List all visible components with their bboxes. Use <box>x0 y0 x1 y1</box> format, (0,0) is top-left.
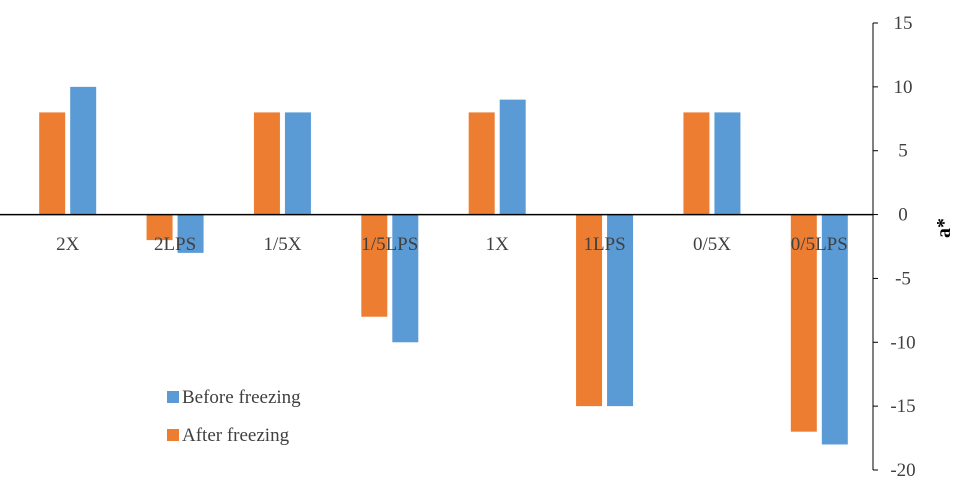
bar-before-1 <box>177 214 204 253</box>
category-labels: 2X 2LPS 1/5X 1/5LPS 1X 1LPS 0/5X 0/5LPS <box>56 234 848 255</box>
legend-swatch-1 <box>167 429 179 441</box>
y-tick-label-2: -10 <box>890 332 915 353</box>
y-tick-label-0: -20 <box>890 460 915 479</box>
y-tick-label-4: 0 <box>898 205 908 226</box>
y-tick-label-7: 15 <box>894 13 913 34</box>
bar-before-3 <box>392 214 419 343</box>
category-label-6: 0/5X <box>693 234 731 255</box>
bar-before-5 <box>607 214 634 407</box>
legend-label-1: After freezing <box>182 425 290 446</box>
bar-after-6 <box>683 112 710 215</box>
category-label-2: 1/5X <box>263 234 301 255</box>
bar-before-4 <box>499 99 526 215</box>
category-label-0: 2X <box>56 234 80 255</box>
bar-after-3 <box>361 214 388 317</box>
category-label-7: 0/5LPS <box>791 234 848 255</box>
y-tick-label-6: 10 <box>894 77 913 98</box>
y-axis-ticks: -20 -15 -10 -5 0 5 10 15 <box>873 13 916 479</box>
category-label-4: 1X <box>486 234 510 255</box>
bar-before-2 <box>284 112 311 215</box>
bar-after-0 <box>39 112 66 215</box>
bar-before-0 <box>70 86 97 215</box>
y-tick-label-5: 5 <box>898 141 908 162</box>
y-tick-label-1: -15 <box>890 396 915 417</box>
bar-after-4 <box>468 112 495 215</box>
category-label-3: 1/5LPS <box>361 234 418 255</box>
bar-before-7 <box>821 214 848 445</box>
legend-swatch-0 <box>167 391 179 403</box>
category-label-1: 2LPS <box>154 234 196 255</box>
bar-before-6 <box>714 112 741 215</box>
bar-after-2 <box>253 112 280 215</box>
legend: Before freezing After freezing <box>167 387 301 446</box>
bars-layer <box>39 86 848 445</box>
legend-label-0: Before freezing <box>182 387 301 408</box>
bar-after-5 <box>576 214 603 407</box>
bar-after-7 <box>790 214 817 432</box>
bar-after-1 <box>146 214 173 241</box>
y-tick-label-3: -5 <box>895 268 911 289</box>
category-label-5: 1LPS <box>583 234 625 255</box>
y-axis-title: a* <box>933 218 955 238</box>
